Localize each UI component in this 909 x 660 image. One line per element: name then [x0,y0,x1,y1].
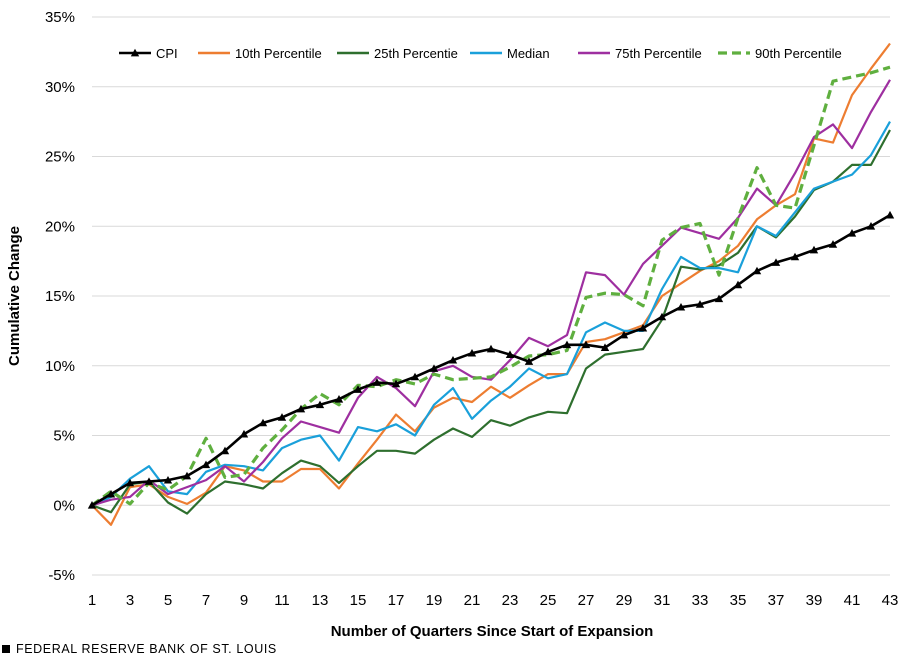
x-tick-label: 41 [844,592,861,609]
cpi-marker [315,400,325,409]
cpi-marker [828,240,838,248]
y-tick-label: 25% [45,149,75,166]
cpi-marker [410,372,420,381]
series-line-75th-percentile [91,79,891,507]
y-tick-label: 10% [45,358,75,375]
cpi-marker [334,395,344,403]
cpi-marker [676,302,686,311]
cpi-marker [885,210,895,219]
cpi-marker [87,501,97,509]
cpi-marker [220,446,230,455]
cpi-marker [486,344,496,353]
cpi-marker [809,245,819,254]
cpi-marker [296,404,306,413]
x-tick-label: 3 [126,592,134,609]
x-tick-label: 19 [426,592,443,609]
x-tick-label: 33 [692,592,709,609]
cpi-marker [429,364,439,372]
gridlines [92,16,890,576]
legend: CPI 10th Percentile 25th Percentie Median 75… [119,46,842,61]
series-layer [87,42,895,526]
cpi-marker [771,258,781,266]
y-tick-label: 5% [53,428,75,445]
legend-marker-cpi [130,48,140,57]
series-line-90th-percentile [91,65,891,507]
y-axis-tick-labels: -5% 0% 5% 10% 15% 20% 25% 30% 35% [45,9,75,584]
x-tick-label: 31 [654,592,671,609]
y-tick-label: 0% [53,497,75,514]
x-tick-label: 5 [164,592,172,609]
cpi-marker [866,222,876,230]
x-tick-label: 25 [540,592,557,609]
cpi-marker [733,280,743,289]
x-axis-title: Number of Quarters Since Start of Expans… [331,623,654,640]
cpi-marker [201,460,211,469]
x-axis-tick-labels: 1 3 5 7 9 11 13 15 17 19 21 23 25 27 29 31 33 35 37 39 41 43 [88,592,899,609]
x-tick-label: 7 [202,592,210,609]
footer-source: FEDERAL RESERVE BANK OF ST. LOUIS [16,642,277,656]
x-tick-label: 35 [730,592,747,609]
x-tick-label: 13 [312,592,329,609]
cpi-marker [277,413,287,421]
series-line-25th-percentie [91,129,891,515]
cpi-marker [144,477,154,485]
cpi-marker [790,252,800,261]
y-axis-title: Cumulative Change [6,226,23,366]
footer-square-icon [2,645,10,653]
cpi-marker [448,355,458,364]
cpi-marker [353,385,363,393]
x-tick-label: 23 [502,592,519,609]
x-tick-label: 1 [88,592,96,609]
cpi-marker [467,348,477,357]
y-tick-label: -5% [48,567,75,584]
x-tick-label: 9 [240,592,248,609]
cpi-marker [524,357,534,365]
x-tick-label: 27 [578,592,595,609]
y-tick-label: 35% [45,9,75,26]
cpi-marker [638,323,648,332]
cpi-marker [657,312,667,321]
legend-label-25th-percentie: 25th Percentie [374,46,458,61]
y-tick-label: 30% [45,79,75,96]
y-tick-label: 15% [45,288,75,305]
series-line-median [91,121,891,507]
cpi-marker [505,350,515,358]
cpi-marker [125,478,135,487]
cpi-marker [543,347,553,356]
cpi-marker [847,229,857,237]
cpi-marker [714,294,724,303]
footer: FEDERAL RESERVE BANK OF ST. LOUIS [0,641,277,657]
legend-label-10th-percentile: 10th Percentile [235,46,322,61]
line-chart: -5%0%5%10%15%20%25%30%35% 1 3 5 7 9 11 13 15 17 1… [6,9,899,640]
cpi-marker [752,266,762,275]
legend-label-cpi: CPI [156,46,178,61]
cpi-marker [581,340,591,349]
cpi-marker [391,379,401,388]
cpi-marker [600,343,610,351]
cpi-marker [562,340,572,349]
x-tick-label: 21 [464,592,481,609]
x-tick-label: 37 [768,592,785,609]
cpi-marker [182,471,192,480]
x-tick-label: 17 [388,592,405,609]
x-tick-label: 15 [350,592,367,609]
legend-label-90th-percentile: 90th Percentile [755,46,842,61]
x-tick-label: 11 [274,592,290,609]
cpi-marker [619,330,629,339]
cpi-marker [163,475,173,484]
cpi-marker [695,300,705,308]
legend-label-75th-percentile: 75th Percentile [615,46,702,61]
cpi-marker [372,378,382,386]
x-tick-label: 43 [882,592,899,609]
y-tick-label: 20% [45,218,75,235]
x-tick-label: 39 [806,592,823,609]
cpi-marker [239,429,249,438]
legend-label-median: Median [507,46,550,61]
x-tick-label: 29 [616,592,633,609]
series-line-cpi [91,213,891,507]
cpi-marker [106,489,116,498]
cpi-marker [258,418,268,427]
